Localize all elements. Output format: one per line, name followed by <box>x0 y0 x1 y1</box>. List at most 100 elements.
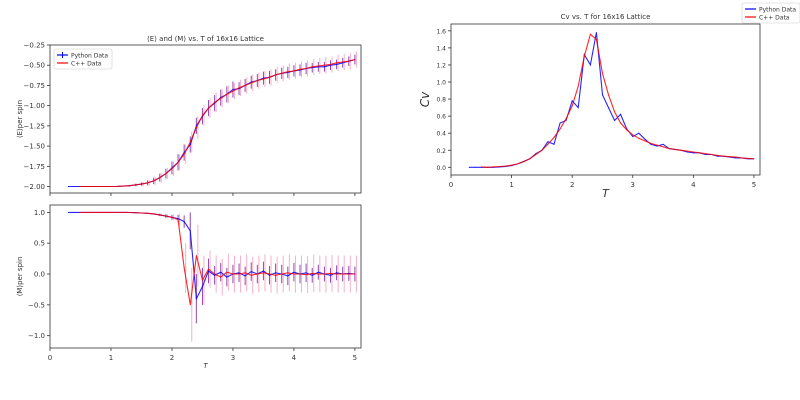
x-tick-label: 3 <box>231 354 235 362</box>
data-point <box>86 211 87 213</box>
chart-magnetization: 0 1 2 3 4 5 −1.0 −0.5 0.0 0.5 1.0 T ⟨M⟩per spin <box>16 204 362 370</box>
data-point <box>189 304 191 306</box>
x-tick-label: 4 <box>292 354 297 362</box>
data-point <box>134 212 136 214</box>
data-point <box>263 270 264 272</box>
data-point <box>330 64 331 65</box>
data-point <box>735 156 737 158</box>
data-point <box>293 273 295 275</box>
data-point <box>171 216 173 218</box>
data-point <box>104 186 106 187</box>
data-point <box>189 144 191 145</box>
data-point <box>547 141 549 143</box>
data-point <box>559 122 561 124</box>
data-point <box>565 120 567 121</box>
data-point <box>336 64 338 65</box>
data-point <box>753 158 755 160</box>
data-point <box>214 102 216 103</box>
data-point <box>256 80 258 81</box>
data-point <box>723 155 725 157</box>
data-point <box>189 230 191 232</box>
data-point <box>122 185 124 187</box>
data-point <box>541 149 543 151</box>
data-point <box>717 155 718 157</box>
data-point <box>238 87 240 89</box>
data-point <box>614 120 615 121</box>
data-point <box>147 182 148 184</box>
data-point <box>226 271 228 273</box>
y-tick-label: −1.75 <box>24 163 45 171</box>
data-point <box>311 67 313 69</box>
data-point <box>342 61 344 63</box>
data-point <box>208 107 209 109</box>
plot-area <box>450 23 761 176</box>
legend-entry: Python Data <box>759 6 796 13</box>
legend-entry: C++ Data <box>759 14 790 21</box>
data-point <box>238 272 240 274</box>
y-tick-label: 0.8 <box>436 97 446 104</box>
data-point <box>238 273 240 275</box>
y-tick-label: 1.6 <box>436 28 446 35</box>
data-point <box>705 154 706 155</box>
data-point <box>195 255 197 256</box>
y-tick-label: 0.2 <box>436 148 446 155</box>
data-point <box>324 64 325 66</box>
data-point <box>486 166 488 168</box>
data-point <box>232 89 234 90</box>
data-point <box>226 276 228 278</box>
data-point <box>493 166 494 168</box>
y-tick-label: 0.0 <box>436 165 446 172</box>
data-point <box>620 122 622 124</box>
x-axis-label: T <box>203 362 208 370</box>
data-point <box>577 107 579 109</box>
data-point <box>281 72 283 74</box>
legend-frame <box>53 48 113 70</box>
x-tick-label: 0 <box>48 354 52 362</box>
data-point <box>632 134 634 136</box>
data-point <box>128 212 130 213</box>
data-point <box>287 275 289 277</box>
data-point <box>92 186 94 187</box>
y-tick-label: −0.75 <box>24 82 45 90</box>
data-point <box>505 165 506 167</box>
y-tick-label: −1.0 <box>28 332 45 340</box>
data-point <box>511 164 512 166</box>
data-point <box>741 157 743 159</box>
x-tick-label: 1 <box>509 181 513 189</box>
data-point <box>183 221 185 223</box>
data-point <box>195 127 197 128</box>
data-point <box>711 154 712 155</box>
data-point <box>195 298 197 300</box>
data-point <box>299 273 301 275</box>
data-point <box>311 273 313 274</box>
data-point <box>269 273 270 275</box>
data-point <box>311 66 313 68</box>
data-point <box>535 154 537 155</box>
data-point <box>705 153 706 155</box>
data-point <box>67 186 69 187</box>
data-point <box>122 211 124 213</box>
data-point <box>287 272 289 274</box>
data-point <box>662 143 664 145</box>
data-point <box>110 186 112 187</box>
data-point <box>116 211 118 213</box>
series-line-cpp <box>80 211 355 305</box>
data-point <box>729 156 731 158</box>
x-axis-label: T <box>602 187 610 200</box>
y-tick-label: 1.0 <box>436 80 446 87</box>
data-point <box>638 132 640 134</box>
data-point <box>293 70 295 72</box>
plot-area <box>49 204 362 349</box>
data-point <box>141 183 142 185</box>
data-point <box>317 273 319 275</box>
data-point <box>596 32 597 33</box>
y-tick-label: −1.25 <box>24 122 45 130</box>
data-point <box>571 105 573 107</box>
x-tick-label: 0 <box>449 181 453 189</box>
data-point <box>674 149 676 150</box>
series-line-cpp <box>481 33 754 168</box>
data-point <box>474 166 476 168</box>
